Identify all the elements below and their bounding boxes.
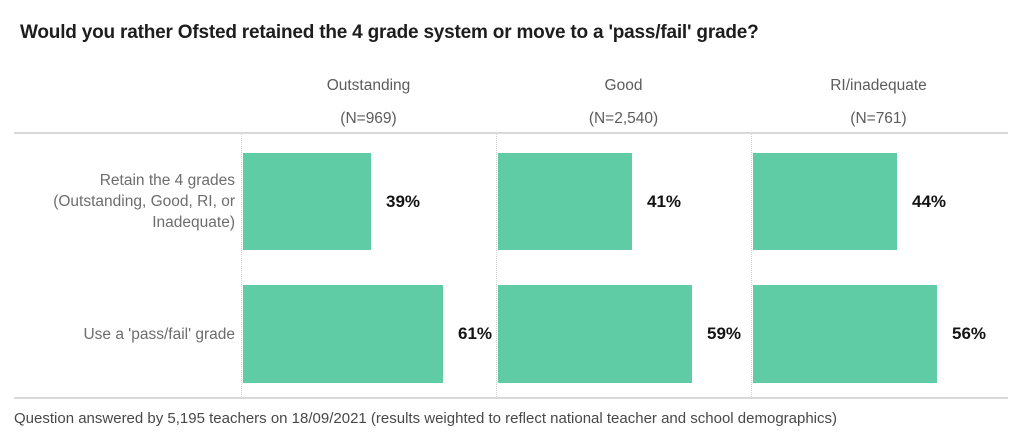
bar-rect	[243, 153, 371, 250]
group-label: Good	[604, 77, 643, 94]
column-header-good: Good (N=2,540)	[496, 77, 751, 127]
bar-rect	[243, 285, 443, 383]
bar-good-passfail: 59%	[498, 285, 741, 383]
group-sample-size: (N=761)	[850, 110, 907, 127]
plot-bottom-rule	[14, 397, 1008, 399]
bar-rect	[498, 153, 632, 250]
bar-ri-inadequate-passfail: 56%	[753, 285, 986, 383]
bar-value-label: 39%	[386, 191, 421, 211]
bar-outstanding-passfail: 61%	[243, 285, 492, 383]
bar-outstanding-retain: 39%	[243, 153, 420, 250]
bar-value-label: 56%	[952, 324, 987, 343]
group-label: Outstanding	[326, 77, 411, 94]
column-divider	[751, 134, 752, 397]
column-header-outstanding: Outstanding (N=969)	[241, 77, 496, 127]
bar-value-label: 41%	[647, 191, 682, 211]
plot-top-rule	[14, 132, 1008, 134]
bar-rect	[498, 285, 692, 383]
row-label-pass-fail: Use a 'pass/fail' grade	[83, 326, 235, 343]
bar-good-retain: 41%	[498, 153, 681, 250]
bar-rect	[753, 285, 937, 383]
chart-footnote: Question answered by 5,195 teachers on 1…	[14, 410, 838, 427]
column-divider	[496, 134, 497, 397]
bar-ri-inadequate-retain: 44%	[753, 153, 946, 250]
row-label-retain-4-grades: Retain the 4 grades (Outstanding, Good, …	[53, 172, 235, 231]
bar-rect	[753, 153, 897, 250]
chart-title: Would you rather Ofsted retained the 4 g…	[20, 22, 759, 43]
bar-value-label: 59%	[707, 324, 742, 343]
column-divider	[241, 134, 242, 397]
group-sample-size: (N=969)	[340, 110, 397, 127]
group-label: RI/inadequate	[830, 77, 927, 94]
bar-value-label: 44%	[912, 191, 947, 211]
bar-value-label: 61%	[458, 324, 493, 343]
group-sample-size: (N=2,540)	[588, 110, 659, 127]
column-header-ri-inadequate: RI/inadequate (N=761)	[751, 77, 1006, 127]
